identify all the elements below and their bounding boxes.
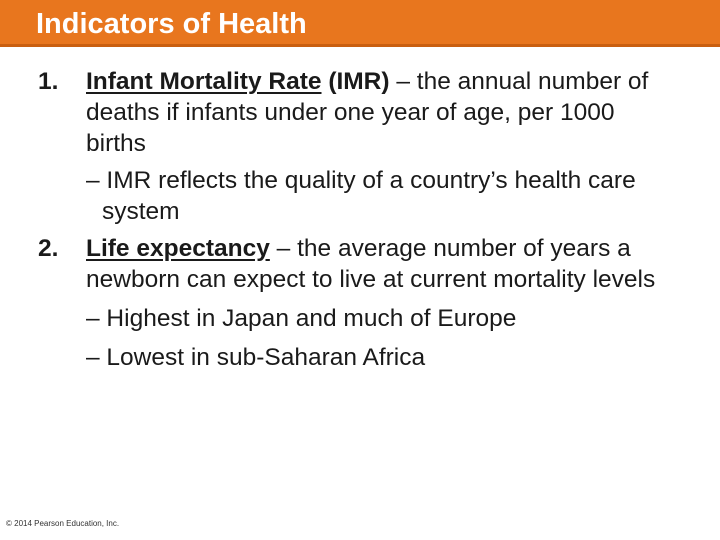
title-bar: Indicators of Health: [0, 0, 720, 47]
item-number: 1.: [38, 68, 59, 95]
title-bar-edge: [0, 44, 720, 47]
slide-content: 1. Infant Mortality Rate (IMR) – the ann…: [38, 66, 678, 373]
copyright-notice: © 2014 Pearson Education, Inc.: [6, 519, 120, 528]
definition-imr: – the annual number of deaths if infants…: [86, 68, 649, 157]
definition-life-expectancy: – the average number of years a newborn …: [86, 235, 656, 293]
sub-bullet-lowest: – Lowest in sub-Saharan Africa: [86, 344, 426, 371]
sub-bullet-highest: – Highest in Japan and much of Europe: [86, 305, 517, 332]
term-abbreviation: (IMR): [328, 68, 390, 95]
term-life-expectancy: Life expectancy: [86, 235, 270, 262]
list-item-life-expectancy: 2. Life expectancy – the average number …: [38, 233, 678, 373]
sub-bullet-imr-quality: – IMR reflects the quality of a country’…: [86, 167, 636, 225]
term-infant-mortality-rate: Infant Mortality Rate: [86, 68, 322, 95]
slide-title: Indicators of Health: [36, 8, 307, 40]
item-number: 2.: [38, 235, 59, 262]
list-item-imr: 1. Infant Mortality Rate (IMR) – the ann…: [38, 66, 678, 227]
